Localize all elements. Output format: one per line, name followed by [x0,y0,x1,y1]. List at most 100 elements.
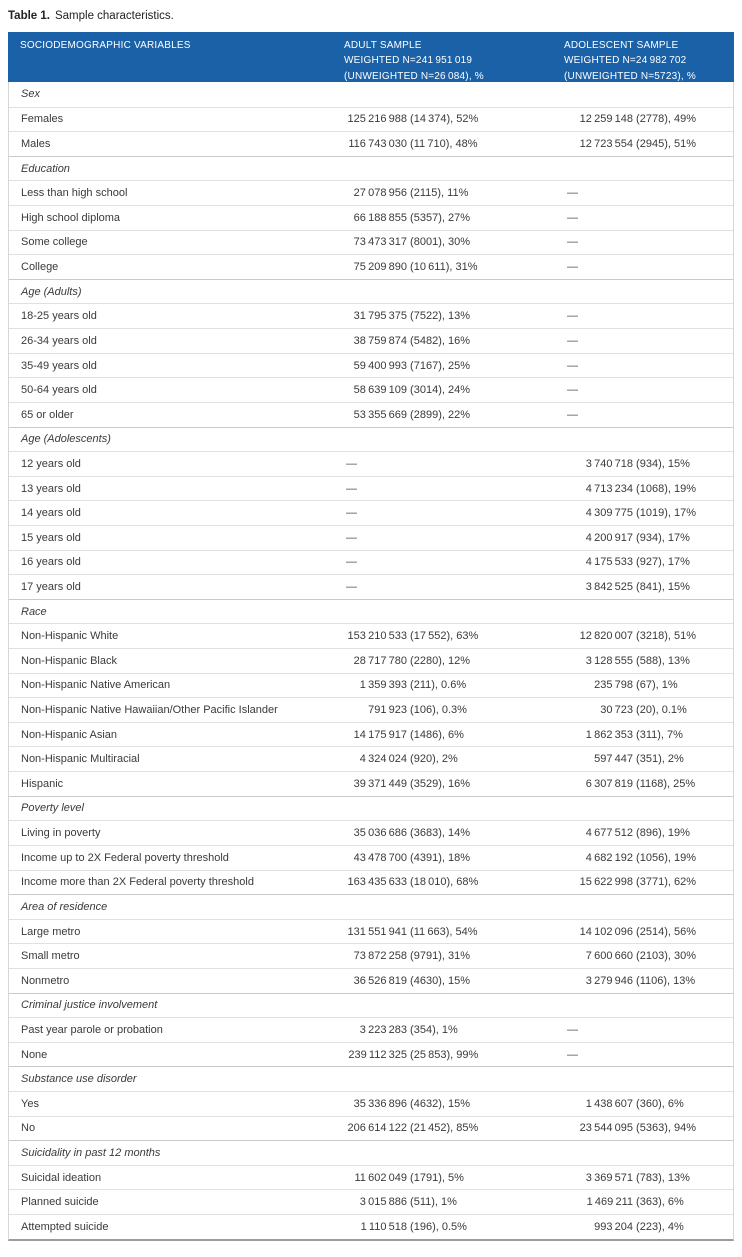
adult-cell: — [345,483,565,495]
section-row: Age (Adults) [9,278,733,304]
row-label: Large metro [21,925,81,938]
section-label: Substance use disorder [21,1073,137,1086]
adolescent-cell: 6 307 819 (1168), 25% [565,778,733,790]
weighted-n: 7 600 660 [585,950,633,963]
weighted-n: 53 355 669 [353,408,407,421]
row-label: 13 years old [21,482,81,495]
section-label: Criminal justice involvement [21,999,158,1012]
weighted-n: 131 551 941 [347,925,407,938]
table-row: Living in poverty 35 036 686 (3683), 14%… [9,820,733,845]
header-line: ADOLESCENT SAMPLE [564,40,679,51]
table-body: Sex Females 125 216 988 (14 374), 52% 12… [8,82,734,1241]
weighted-n: 1 862 353 [585,728,633,741]
row-label: 18-25 years old [21,310,97,323]
weighted-n: 239 112 325 [348,1048,407,1061]
adolescent-cell: 235 798 (67), 1% [565,679,733,691]
adult-cell: 116 743 030 (11 710), 48% [345,138,565,150]
adult-cell: 53 355 669 (2899), 22% [345,409,565,421]
row-label: Less than high school [21,187,128,200]
cell-detail: (17 552), 63% [407,630,479,643]
table-row: Income more than 2X Federal poverty thre… [9,869,733,895]
adolescent-cell: — [565,261,733,273]
cell-detail: (196), 0.5% [407,1220,467,1233]
cell-detail: (588), 13% [633,654,690,667]
adult-cell: 3 015 886 (511), 1% [345,1196,565,1208]
row-label: 12 years old [21,457,81,470]
row-label: Non-Hispanic Native Hawaiian/Other Pacif… [21,704,278,717]
missing-value-dash: — [567,261,578,274]
adult-cell: 27 078 956 (2115), 11% [345,187,565,199]
weighted-n: 73 473 317 [353,236,407,249]
table-row: Less than high school 27 078 956 (2115),… [9,180,733,205]
row-label: 14 years old [21,507,81,520]
cell-detail: (3218), 51% [633,630,696,643]
cell-detail: (1056), 19% [633,851,696,864]
adolescent-cell: 4 309 775 (1019), 17% [565,507,733,519]
section-label: Age (Adults) [21,285,82,298]
header-line: (UNWEIGHTED N=26 084), % [344,70,484,82]
weighted-n: 993 204 [594,1220,633,1233]
weighted-n: 1 469 211 [586,1196,633,1209]
adult-cell: 3 223 283 (354), 1% [345,1024,565,1036]
table-caption: Table 1. Sample characteristics. [8,9,734,23]
adult-cell: 4 324 024 (920), 2% [345,753,565,765]
adult-cell: 73 872 258 (9791), 31% [345,950,565,962]
row-label: 50-64 years old [21,384,97,397]
table-row: Non-Hispanic White 153 210 533 (17 552),… [9,623,733,648]
row-label: Income up to 2X Federal poverty threshol… [21,851,229,864]
cell-detail: (934), 17% [633,531,690,544]
adolescent-cell: — [565,310,733,322]
weighted-n: 38 759 874 [353,334,407,347]
cell-detail: (211), 0.6% [407,679,467,692]
row-label: High school diploma [21,211,121,224]
weighted-n: 30 723 [600,704,633,717]
table-row: None 239 112 325 (25 853), 99% — [9,1041,733,1067]
row-label: No [21,1122,36,1135]
cell-detail: (106), 0.3% [407,704,467,717]
row-label: Non-Hispanic Black [21,654,117,667]
cell-detail: (896), 19% [633,827,690,840]
adult-cell: 131 551 941 (11 663), 54% [345,926,565,938]
table-row: Non-Hispanic Multiracial 4 324 024 (920)… [9,746,733,771]
table-row: Attempted suicide 1 110 518 (196), 0.5% … [9,1214,733,1239]
section-row: Age (Adolescents) [9,426,733,452]
weighted-n: 39 371 449 [353,777,407,790]
adolescent-cell: 12 259 148 (2778), 49% [565,113,733,125]
table-caption-label: Table 1. [8,10,50,22]
table-row: Past year parole or probation 3 223 283 … [9,1017,733,1042]
cell-detail: (21 452), 85% [407,1122,479,1135]
adult-cell: 66 188 855 (5357), 27% [345,212,565,224]
missing-value-dash: — [567,187,578,200]
cell-detail: (18 010), 68% [407,876,479,889]
cell-detail: (1019), 17% [633,507,696,520]
weighted-n: 23 544 095 [579,1122,633,1135]
table-row: Hispanic 39 371 449 (3529), 16% 6 307 81… [9,771,733,796]
weighted-n: 125 216 988 [347,113,407,126]
cell-detail: (7522), 13% [407,310,470,323]
table-row: Non-Hispanic Native Hawaiian/Other Pacif… [9,697,733,722]
weighted-n: 15 622 998 [579,876,633,889]
weighted-n: 163 435 633 [347,876,407,889]
weighted-n: 235 798 [594,679,633,692]
cell-detail: (511), 1% [407,1196,457,1209]
weighted-n: 4 324 024 [359,753,407,766]
missing-value-dash: — [567,1023,578,1036]
cell-detail: (11 710), 48% [407,138,478,151]
row-label: Planned suicide [21,1196,99,1209]
weighted-n: 12 723 554 [579,138,633,151]
weighted-n: 3 223 283 [359,1023,407,1036]
table-row: Females 125 216 988 (14 374), 52% 12 259… [9,106,733,132]
table-row: Planned suicide 3 015 886 (511), 1% 1 46… [9,1189,733,1214]
cell-detail: (2280), 12% [407,654,470,667]
adult-cell: 1 359 393 (211), 0.6% [345,679,565,691]
cell-detail: (2899), 22% [407,408,470,421]
table-row: 16 years old — 4 175 533 (927), 17% [9,549,733,575]
missing-value-dash: — [567,236,578,249]
adolescent-cell: 4 713 234 (1068), 19% [565,483,733,495]
cell-detail: (25 853), 99% [407,1048,479,1061]
weighted-n: 4 200 917 [585,531,633,544]
adult-cell: 153 210 533 (17 552), 63% [345,630,565,642]
weighted-n: 12 259 148 [579,113,633,126]
table-row: 50-64 years old 58 639 109 (3014), 24% — [9,377,733,402]
row-label: Living in poverty [21,827,101,840]
